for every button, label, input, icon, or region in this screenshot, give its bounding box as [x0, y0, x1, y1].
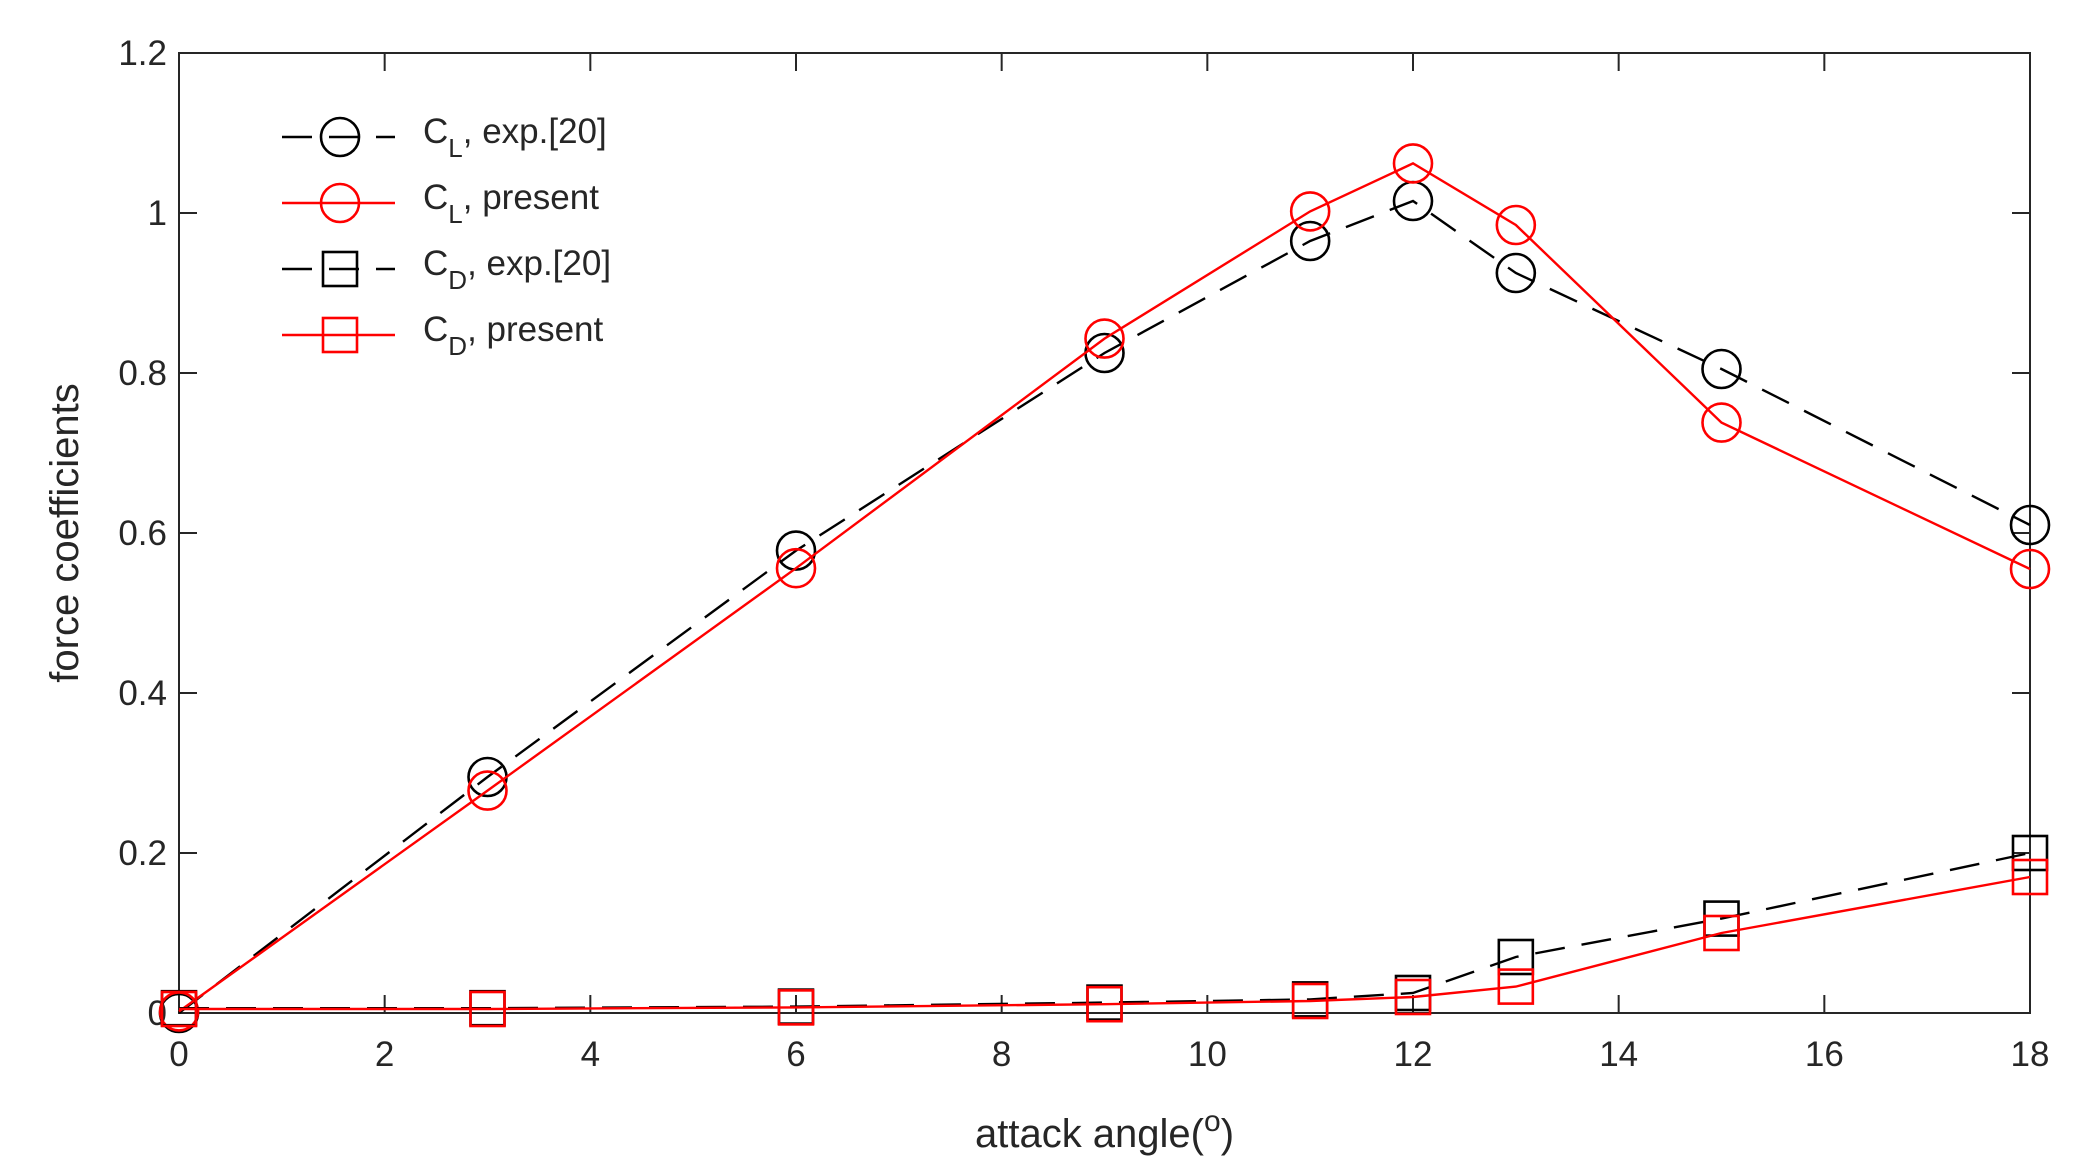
data-point-circle: [1495, 204, 1537, 246]
data-point-square: [1291, 982, 1329, 1020]
x-tick-label: 0: [169, 1035, 188, 1074]
series-1: [158, 143, 2051, 1032]
x-axis-label-close: ): [1221, 1112, 1234, 1156]
x-tick-label: 6: [786, 1035, 805, 1074]
legend-label-main: C: [423, 310, 448, 349]
legend-label-rest: , exp.[20]: [467, 244, 611, 283]
legend-entry: CL, exp.[20]: [282, 112, 607, 163]
legend-label-subscript: D: [448, 331, 467, 361]
legend-label-rest: , present: [463, 178, 599, 217]
legend-entry: CL, present: [282, 178, 599, 229]
data-point-square: [469, 990, 506, 1028]
legend-label-main: C: [423, 178, 448, 217]
series-line: [179, 875, 2031, 1011]
x-axis-label-superscript: o: [1204, 1105, 1221, 1138]
x-axis-label-main: attack angle(: [975, 1112, 1205, 1156]
legend-label-main: C: [423, 244, 448, 283]
x-tick-label: 12: [1394, 1035, 1433, 1074]
series-layer: [158, 143, 2051, 1034]
legend-label: CL, exp.[20]: [423, 112, 607, 163]
y-tick-label: 0.6: [118, 514, 167, 553]
legend-label-rest: , present: [467, 310, 603, 349]
data-point-square: [1497, 938, 1535, 976]
data-point-square: [777, 989, 815, 1026]
data-point-square: [2011, 834, 2049, 872]
data-point-circle: [1701, 402, 1742, 443]
data-point-circle: [1289, 220, 1331, 262]
data-point-circle: [2009, 504, 2051, 546]
x-tick-label: 2: [375, 1035, 394, 1074]
data-point-circle: [1495, 252, 1537, 294]
legend-label: CD, present: [423, 310, 604, 361]
data-point-square: [160, 990, 198, 1028]
legend-marker: [321, 316, 359, 354]
series-line: [178, 162, 2031, 1013]
x-tick-label: 10: [1188, 1035, 1227, 1074]
legend-label-subscript: D: [448, 265, 467, 295]
y-axis-label: force coefficients: [43, 383, 87, 682]
x-tick-label: 4: [581, 1035, 600, 1074]
data-point-circle: [467, 770, 508, 811]
series-3: [160, 858, 2049, 1028]
legend-label-main: C: [423, 112, 448, 151]
legend-label: CD, exp.[20]: [423, 244, 611, 295]
data-point-square: [1086, 985, 1123, 1023]
legend-label-subscript: L: [448, 133, 462, 163]
legend-marker: [321, 250, 359, 288]
data-point-circle: [1392, 143, 1434, 184]
y-tick-label: 1.2: [118, 34, 167, 73]
series-line: [179, 851, 2031, 1010]
data-point-square: [2011, 858, 2049, 896]
x-axis-label: attack angle(o): [975, 1105, 1234, 1156]
data-point-square: [1703, 914, 1740, 952]
x-tick-label: 8: [992, 1035, 1011, 1074]
legend-label-rest: , exp.[20]: [463, 112, 607, 151]
x-tick-label: 16: [1805, 1035, 1844, 1074]
x-tick-label: 18: [2011, 1035, 2050, 1074]
legend-label: CL, present: [423, 178, 599, 229]
legend-label-subscript: L: [448, 199, 462, 229]
data-point-circle: [1701, 348, 1742, 390]
data-point-square: [1394, 978, 1432, 1016]
y-tick-label: 0.4: [118, 674, 167, 713]
data-point-circle: [1289, 191, 1331, 232]
data-point-circle: [775, 547, 817, 589]
y-tick-label: 0.2: [118, 834, 167, 873]
y-tick-label: 0.8: [118, 354, 167, 393]
data-point-circle: [1084, 318, 1125, 359]
data-point-circle: [2009, 548, 2051, 590]
y-tick-label: 1: [148, 194, 167, 233]
legend-entry: CD, present: [282, 310, 604, 361]
x-tick-label: 14: [1599, 1035, 1638, 1074]
data-point-square: [1497, 968, 1535, 1005]
series-line: [178, 199, 2031, 1014]
legend-marker: [319, 182, 361, 224]
legend-entry: CD, exp.[20]: [282, 244, 611, 295]
legend-marker: [319, 116, 361, 158]
